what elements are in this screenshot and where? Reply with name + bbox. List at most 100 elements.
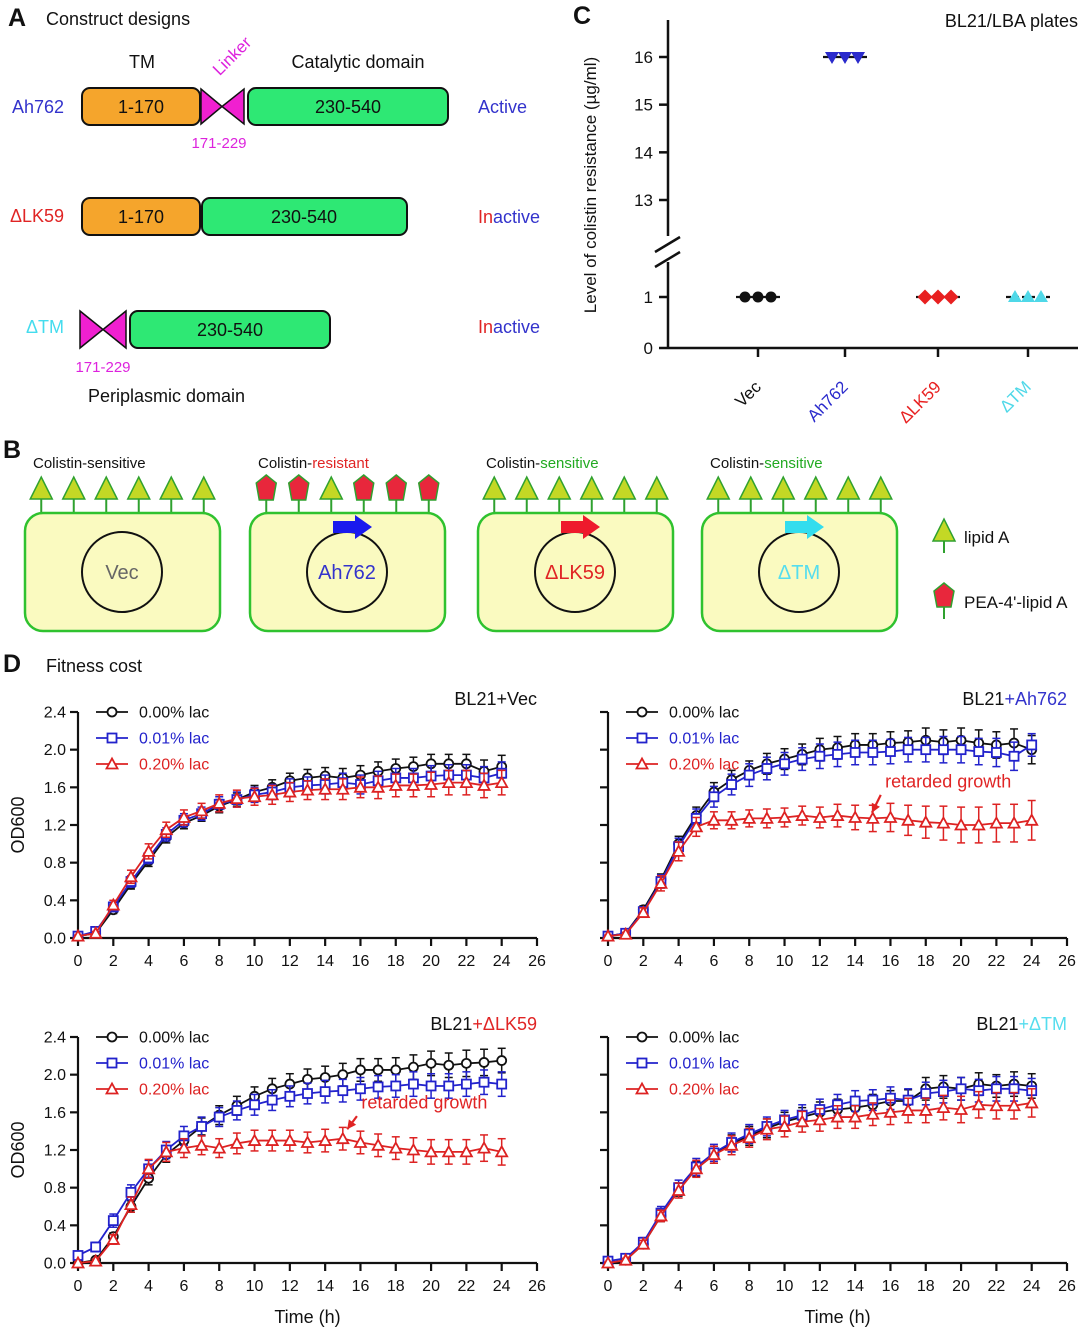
axis-break-icon (654, 250, 681, 269)
data-marker (885, 746, 896, 757)
x-tick-label: 18 (387, 1278, 405, 1295)
data-marker (70, 1255, 86, 1269)
data-marker (1021, 290, 1035, 302)
y-tick-label: 13 (634, 191, 653, 210)
data-marker (229, 791, 244, 805)
data-marker (106, 1057, 118, 1069)
data-marker (335, 1131, 350, 1145)
data-marker (106, 1031, 118, 1043)
data-marker (795, 1114, 810, 1128)
data-marker (266, 1094, 278, 1106)
data-marker (1024, 812, 1039, 826)
data-marker (796, 753, 808, 765)
plasmid-label: Vec (105, 562, 138, 584)
data-marker (104, 1081, 120, 1095)
cell-title: Colistin-sensitive (33, 455, 146, 472)
data-marker (371, 779, 386, 793)
data-marker (459, 775, 474, 789)
x-tick-label: 22 (457, 1278, 475, 1295)
x-tick-label: 0 (74, 1278, 83, 1295)
data-marker (408, 1078, 419, 1090)
pea-lipid-a-icon (287, 474, 310, 501)
lipid-a-icon (931, 517, 957, 542)
data-marker (1008, 750, 1020, 762)
data-marker (1007, 815, 1022, 829)
data-marker (636, 905, 651, 918)
x-tick-label: 24 (493, 1278, 511, 1295)
data-marker (478, 1057, 490, 1068)
data-marker (372, 1081, 384, 1093)
data-marker (618, 926, 633, 940)
data-marker (634, 756, 650, 770)
data-marker (814, 750, 826, 762)
data-marker (406, 778, 421, 791)
catalytic-box-value: 230-540 (197, 320, 263, 340)
catalytic-box (129, 310, 331, 349)
data-marker (759, 811, 774, 824)
pea-lipid-a-icon (933, 582, 955, 608)
data-marker (825, 52, 839, 64)
gene-arrow-icon (333, 515, 372, 539)
data-marker (123, 1197, 138, 1211)
data-marker (318, 1133, 333, 1146)
data-marker (917, 289, 933, 305)
data-marker (441, 775, 456, 789)
data-marker (176, 810, 191, 823)
data-marker (779, 758, 790, 770)
y-tick-label: 0.4 (44, 1218, 66, 1235)
y-tick-label: 15 (634, 96, 653, 115)
data-marker (494, 1144, 509, 1158)
data-marker (1008, 290, 1022, 302)
legend-label: 0.01% lac (139, 1056, 209, 1073)
data-marker (636, 706, 648, 718)
data-marker (708, 791, 720, 803)
chart-title: BL21+Vec (454, 689, 537, 709)
linker-bowtie (220, 87, 245, 126)
legend-label: 0.20% lac (139, 1082, 209, 1099)
x-tick-label: Vec (731, 377, 765, 411)
data-marker (425, 1057, 437, 1069)
data-marker (141, 1161, 156, 1175)
data-marker (247, 789, 262, 803)
data-marker (618, 1252, 633, 1266)
data-marker (107, 1215, 119, 1227)
data-marker (88, 925, 103, 939)
panel-d-title: Fitness cost (46, 656, 143, 676)
data-marker (989, 1098, 1004, 1112)
data-marker (689, 1161, 704, 1175)
data-marker (851, 52, 865, 64)
data-marker (159, 822, 174, 836)
chart-title: BL21/LBA plates (945, 11, 1078, 31)
y-tick-label: 16 (634, 48, 653, 67)
data-marker (990, 747, 1002, 758)
gene-arrow-icon (561, 515, 600, 539)
catalytic-box-value: 230-540 (315, 97, 381, 117)
x-tick-label: 8 (745, 1278, 754, 1295)
plasmid-circle (81, 531, 163, 613)
data-marker (249, 1099, 260, 1111)
panel-b-label: B (3, 436, 22, 464)
cell-membrane (248, 511, 447, 633)
x-axis-title: Time (h) (804, 1307, 870, 1327)
lipid-a-icon (803, 475, 828, 500)
data-marker (955, 1083, 967, 1095)
x-tick-label: ΔLK59 (895, 377, 945, 427)
colistin-resistance-chart: 16 15 14 13 1 0 Level of colistin resistance (… (581, 11, 1078, 427)
data-marker (636, 1236, 651, 1250)
data-marker (212, 795, 227, 809)
tm-header-label: TM (129, 52, 155, 72)
data-marker (706, 812, 721, 826)
data-marker (973, 746, 985, 757)
data-marker (883, 810, 898, 823)
x-tick-label: 12 (281, 953, 299, 970)
data-marker (671, 1183, 686, 1196)
data-marker (742, 811, 757, 824)
x-tick-label: 6 (709, 1278, 718, 1295)
data-marker (724, 812, 739, 826)
x-tick-label: 10 (776, 1278, 794, 1295)
series-line (77, 1137, 502, 1264)
cell-membrane (23, 511, 222, 633)
panel-b-legend: lipid A PEA-4'-lipid A (931, 517, 1068, 619)
lipid-a-label: lipid A (964, 528, 1010, 547)
